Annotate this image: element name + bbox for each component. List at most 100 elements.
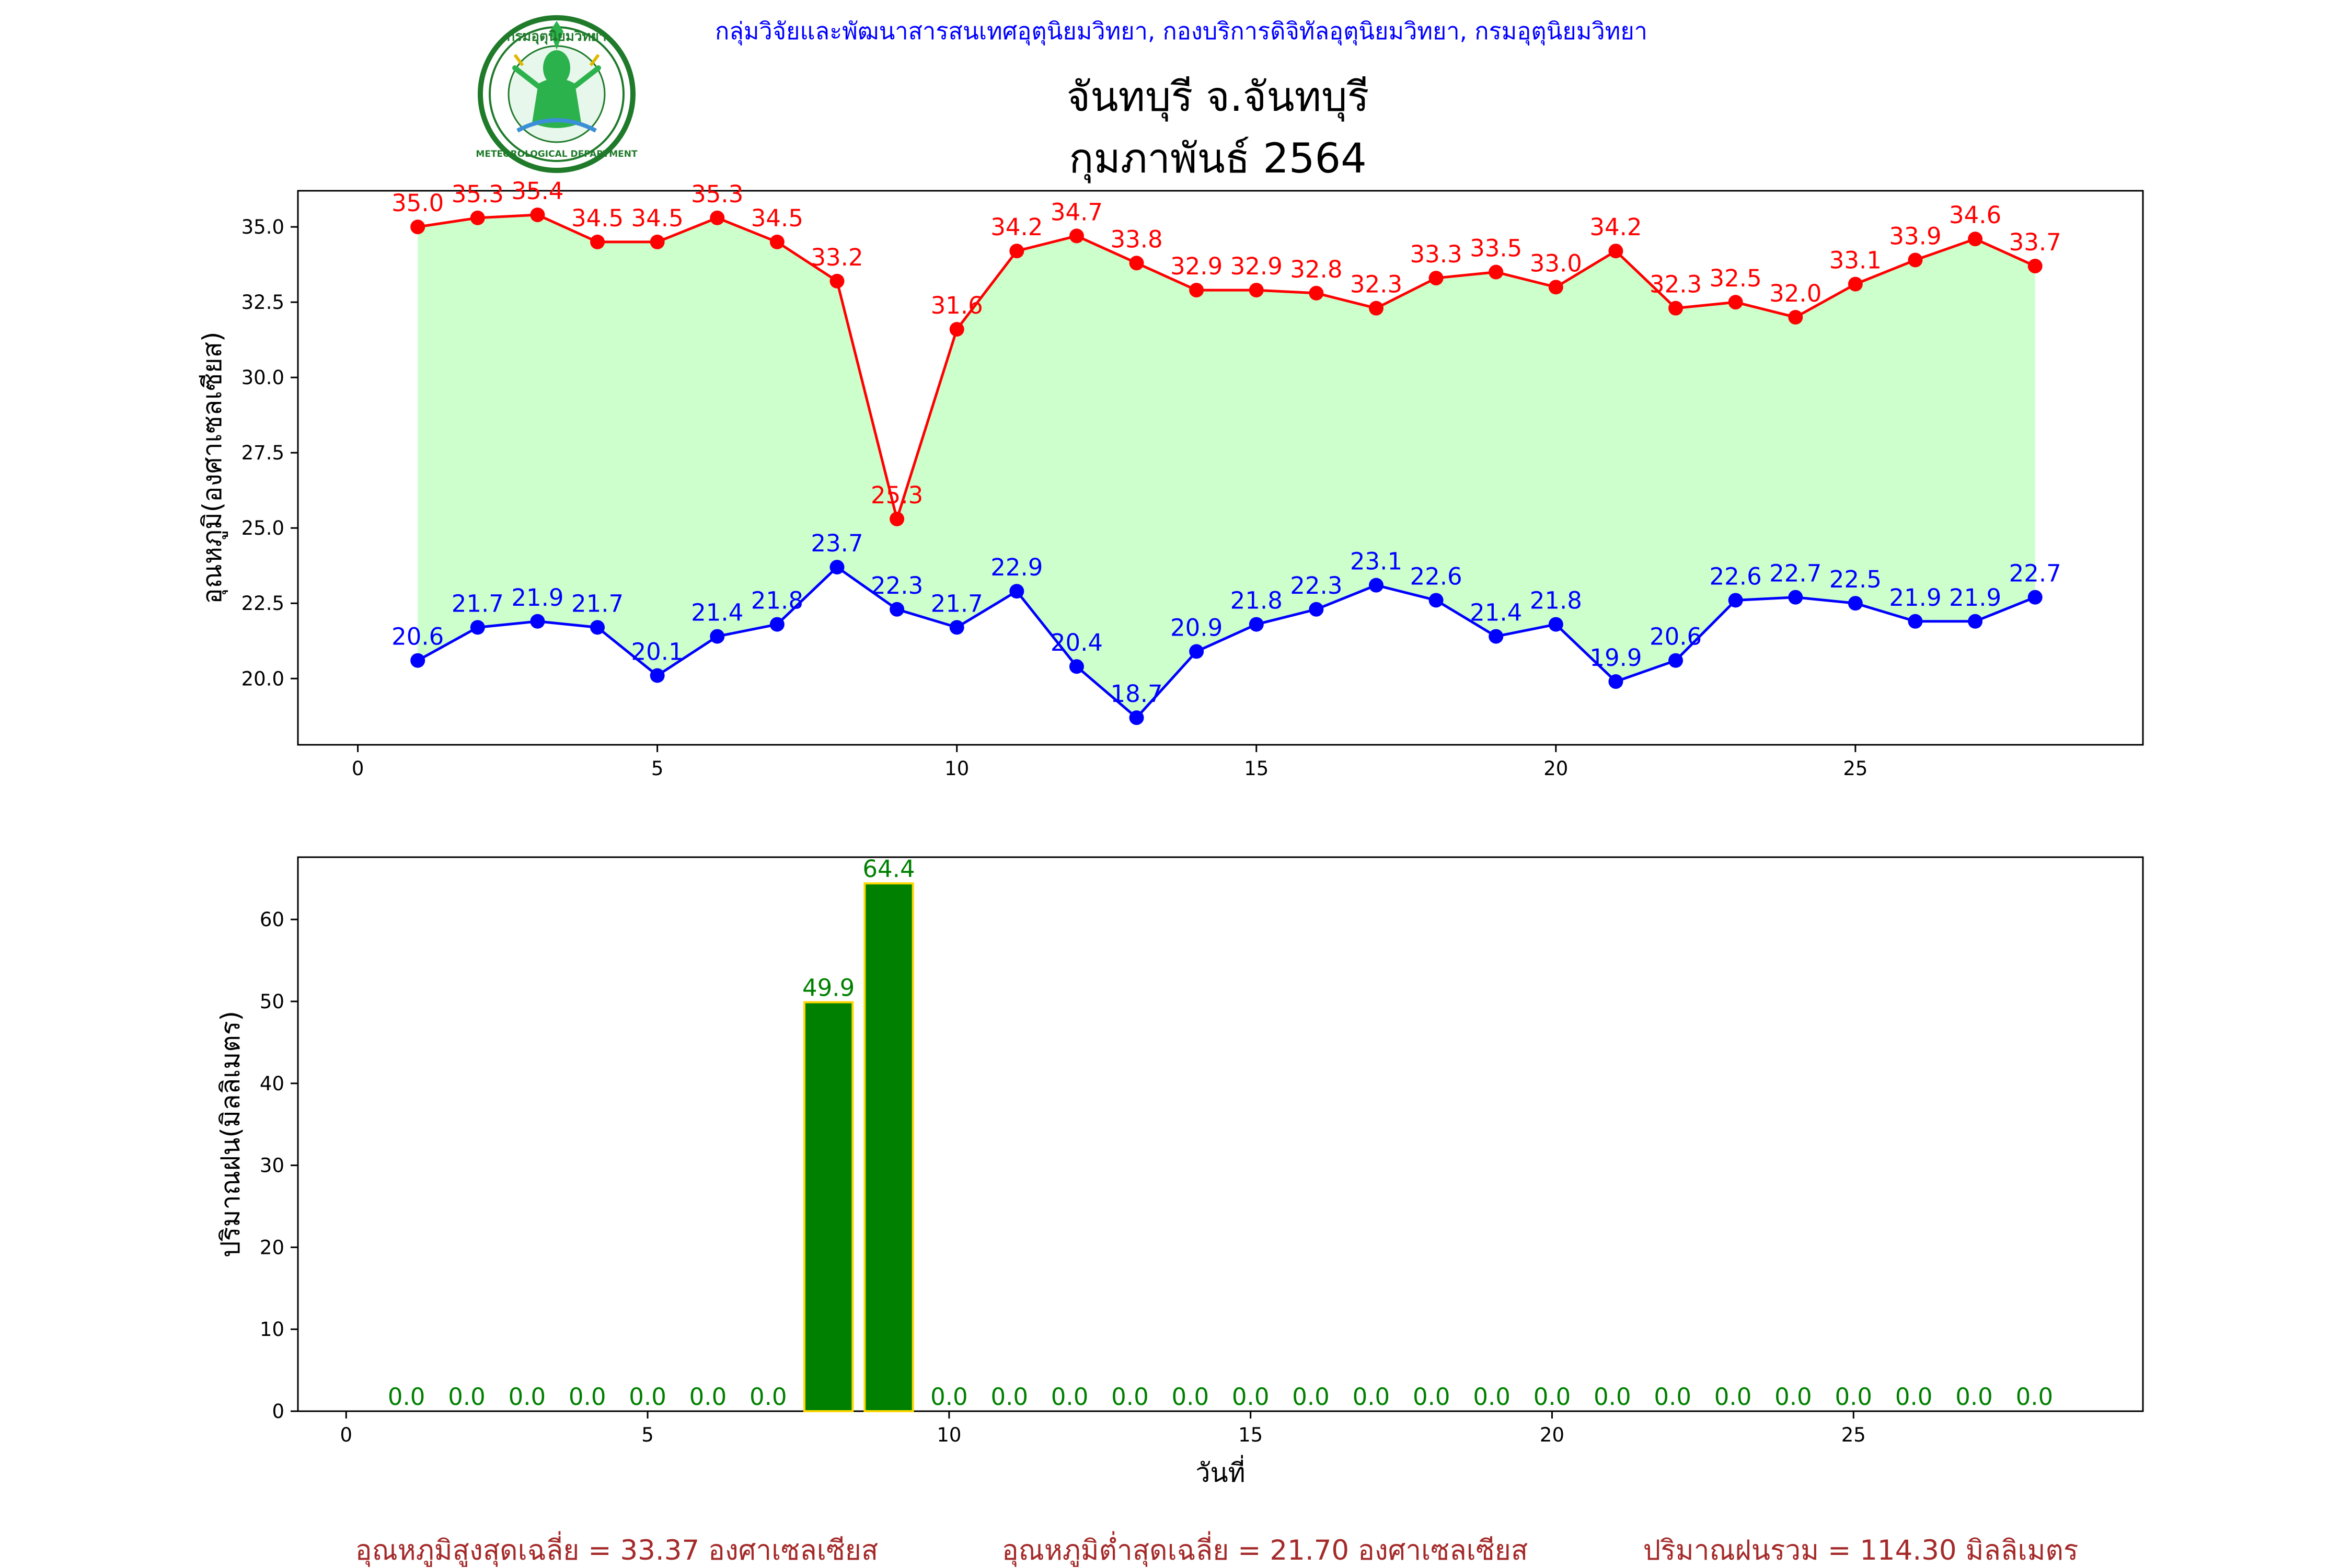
min-temperature-data-label: 21.7 [571, 590, 624, 617]
rainfall-data-label: 0.0 [1413, 1383, 1450, 1411]
min-temperature-data-label: 21.7 [931, 590, 983, 617]
max-temperature-point [1309, 285, 1324, 301]
max-temperature-data-label: 33.9 [1889, 223, 1941, 250]
temperature-y-axis-label: อุณหภูมิ(องศาเซลเซียส) [197, 331, 228, 604]
min-temperature-data-label: 20.9 [1170, 614, 1223, 641]
max-temperature-data-label: 32.3 [1350, 271, 1402, 298]
min-temperature-point [949, 620, 964, 635]
max-temperature-data-label: 34.5 [631, 204, 684, 232]
max-temperature-data-label: 33.0 [1530, 249, 1582, 277]
max-temperature-point [710, 210, 725, 225]
min-temperature-data-label: 19.9 [1589, 644, 1642, 672]
max-temperature-data-label: 34.2 [990, 213, 1043, 241]
max-temperature-point [829, 273, 845, 289]
temperature-y-tick-label: 32.5 [241, 291, 284, 314]
min-temperature-point [470, 620, 485, 635]
min-temperature-data-label: 21.9 [1949, 584, 2001, 612]
avg-min-temperature: อุณหภูมิต่ำสุดเฉลี่ย = 21.70 องศาเซลเซีย… [1002, 1531, 1528, 1567]
min-temperature-data-label: 23.7 [811, 529, 863, 557]
max-temperature-data-label: 32.9 [1170, 252, 1223, 280]
rainfall-y-tick-label: 30 [260, 1155, 284, 1177]
max-temperature-point [530, 207, 545, 223]
min-temperature-point [2027, 590, 2043, 605]
min-temperature-data-label: 21.8 [1230, 587, 1283, 615]
rainfall-data-label: 0.0 [689, 1383, 727, 1411]
rainfall-y-tick-label: 20 [260, 1236, 284, 1259]
min-temperature-point [1249, 617, 1264, 632]
max-temperature-data-label: 34.5 [571, 204, 624, 232]
temperature-y-tick-label: 20.0 [241, 667, 284, 690]
max-temperature-data-label: 32.0 [1769, 280, 1821, 307]
max-temperature-point [1129, 256, 1144, 271]
min-temperature-data-label: 20.6 [391, 623, 444, 651]
month-title: กุมภาพันธ์ 2564 [1069, 135, 1367, 183]
rainfall-data-label: 0.0 [750, 1383, 787, 1411]
max-temperature-line [417, 213, 2036, 524]
rainfall-data-label: 64.4 [862, 855, 915, 883]
max-temperature-point [1548, 280, 1563, 295]
min-temperature-data-label: 21.4 [691, 599, 743, 627]
max-temperature-point [1668, 301, 1684, 316]
max-temperature-data-label: 33.2 [811, 244, 863, 271]
rainfall-data-label: 0.0 [1051, 1383, 1089, 1411]
rainfall-x-tick-label: 15 [1238, 1424, 1263, 1446]
min-temperature-point [590, 620, 605, 635]
rainfall-data-label: 0.0 [990, 1383, 1028, 1411]
min-temperature-data-label: 21.7 [452, 590, 504, 617]
temperature-x-tick-label: 5 [651, 757, 664, 780]
max-temperature-point [769, 234, 785, 249]
max-temperature-data-label: 32.8 [1290, 256, 1342, 283]
rainfall-data-label: 0.0 [1955, 1383, 1993, 1411]
max-temperature-data-label: 32.5 [1710, 264, 1762, 292]
max-temperature-data-label: 34.6 [1949, 201, 2001, 229]
min-temperature-point [1608, 674, 1623, 689]
max-temperature-point [1608, 244, 1623, 259]
temperature-range-fill [418, 215, 2035, 718]
min-temperature-point [1368, 578, 1383, 593]
rainfall-x-tick-label: 5 [641, 1424, 654, 1446]
min-temperature-data-label: 22.9 [990, 554, 1043, 581]
min-temperature-line [417, 565, 2036, 720]
max-temperature-point [470, 210, 485, 225]
agency-header: กลุ่มวิจัยและพัฒนาสารสนเทศอุตุนิยมวิทยา,… [715, 17, 1647, 45]
min-temperature-point [769, 617, 785, 632]
max-temperature-point [1489, 264, 1504, 280]
max-temperature-data-label: 32.9 [1230, 252, 1283, 280]
rainfall-chart: 0 5 10 15 20 25 0 10 20 30 40 50 60 0.0 0.0 0.0 0.0 0.0 0… [215, 855, 2144, 1488]
max-temperature-data-label: 33.3 [1410, 240, 1462, 268]
meteorological-department-logo: กรมอุตุนิยมวิทยา METEOROLOGICAL DEPARTME… [476, 15, 638, 173]
min-temperature-point [1428, 593, 1444, 608]
temperature-x-tick-label: 10 [944, 757, 969, 780]
min-temperature-point [710, 629, 725, 644]
rainfall-data-label: 0.0 [1774, 1383, 1812, 1411]
min-temperature-point [1908, 614, 1923, 629]
rainfall-data-label: 0.0 [1835, 1383, 1872, 1411]
rainfall-y-tick-label: 0 [272, 1400, 284, 1423]
max-temperature-data-label: 32.3 [1650, 271, 1702, 298]
rainfall-data-label: 0.0 [1895, 1383, 1933, 1411]
logo-bottom-text: METEOROLOGICAL DEPARTMENT [476, 149, 638, 159]
min-temperature-point [1548, 617, 1563, 632]
max-temperature-data-label: 34.7 [1051, 198, 1103, 226]
max-temperature-data-label: 34.2 [1589, 213, 1642, 241]
min-temperature-data-label: 20.1 [631, 638, 684, 666]
min-temperature-point [1489, 629, 1504, 644]
rainfall-y-axis-label: ปริมาณฝน(มิลลิเมตร) [215, 1011, 246, 1258]
logo-top-text: กรมอุตุนิยมวิทยา [506, 29, 606, 45]
rainfall-y-tick-label: 40 [260, 1073, 284, 1095]
temperature-y-tick-label: 30.0 [241, 366, 284, 389]
max-temperature-point [1788, 309, 1803, 325]
max-temperature-point [1069, 228, 1084, 244]
max-temperature-point [1848, 276, 1863, 292]
min-temperature-data-label: 21.8 [1530, 587, 1582, 615]
rainfall-data-label: 0.0 [569, 1383, 606, 1411]
min-temperature-data-label: 21.9 [511, 584, 563, 612]
rainfall-data-label: 0.0 [1172, 1383, 1209, 1411]
max-temperature-point [590, 234, 605, 249]
rainfall-data-label: 0.0 [1654, 1383, 1691, 1411]
rainfall-data-label: 0.0 [1232, 1383, 1270, 1411]
min-temperature-data-label: 22.6 [1710, 562, 1762, 590]
max-temperature-data-label: 35.4 [511, 177, 563, 205]
min-temperature-point [650, 668, 665, 683]
temperature-chart: 0 5 10 15 20 25 20.0 22.5 25.0 27.5 30.0 32.5 35.0 3… [197, 177, 2144, 780]
